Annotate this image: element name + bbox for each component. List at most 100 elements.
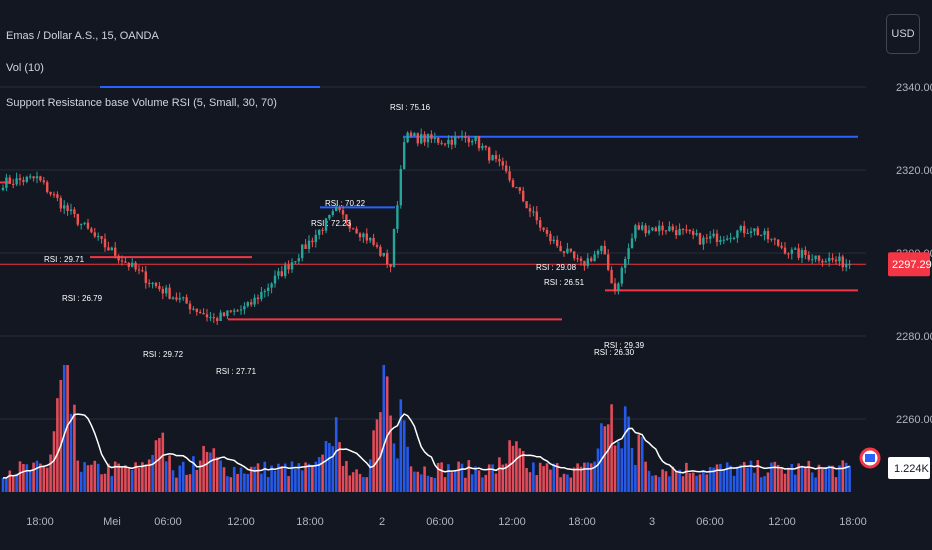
candle-body: [593, 254, 596, 262]
candle-body: [338, 207, 341, 211]
volume-bar: [11, 476, 15, 492]
candle-body: [175, 297, 178, 300]
candle-body: [848, 264, 851, 266]
candle-body: [168, 287, 171, 299]
volume-bar: [331, 446, 335, 492]
volume-bar: [630, 447, 634, 492]
candle-body: [467, 137, 470, 143]
volume-bar: [586, 462, 590, 492]
candle-body: [114, 247, 117, 256]
candle-body: [236, 310, 239, 312]
volume-bar: [827, 465, 831, 492]
currency-button[interactable]: USD: [886, 14, 920, 54]
time-tick-label: 18:00: [839, 516, 867, 528]
candle-body: [811, 259, 814, 261]
volume-bar: [56, 398, 59, 492]
candle-body: [396, 205, 399, 230]
candle-body: [103, 238, 107, 248]
volume-bar: [120, 466, 124, 492]
candle-body: [760, 234, 763, 236]
candle-body: [722, 239, 725, 241]
volume-bar: [661, 469, 664, 492]
volume-bar: [311, 464, 314, 492]
candle-body: [137, 269, 141, 271]
time-tick-label: 18:00: [26, 516, 54, 528]
volume-bar: [566, 474, 569, 492]
candle-body: [229, 310, 232, 312]
candle-body: [185, 297, 188, 304]
candle-body: [56, 194, 59, 198]
volume-bar: [416, 471, 420, 492]
candle-body: [158, 286, 161, 290]
volume-bar: [572, 467, 576, 492]
volume-ma-line: [3, 413, 850, 479]
candle-body: [83, 222, 86, 224]
volume-bar: [141, 462, 144, 492]
time-tick-label: 06:00: [426, 516, 454, 528]
candle-body: [525, 201, 528, 209]
candle-body: [120, 260, 124, 262]
volume-bar: [698, 474, 702, 492]
volume-bar: [375, 419, 379, 492]
candle-body: [73, 209, 76, 214]
candle-body: [406, 132, 409, 143]
volume-bar: [491, 464, 494, 492]
candle-body: [46, 182, 49, 192]
time-tick-label: 06:00: [154, 516, 182, 528]
candle-body: [664, 230, 668, 232]
legend-title[interactable]: Emas / Dollar A.S., 15, OANDA: [6, 30, 159, 42]
volume-bar: [725, 462, 729, 492]
candle-body: [399, 169, 402, 206]
candle-body: [49, 191, 52, 195]
volume-bar: [83, 462, 86, 492]
volume-bar: [49, 454, 52, 492]
volume-bar: [372, 430, 375, 492]
candle-body: [42, 180, 45, 183]
volume-bar: [5, 477, 8, 492]
volume-bar: [532, 462, 535, 492]
volume-bar: [844, 462, 848, 492]
volume-bar: [549, 469, 552, 492]
candle-body: [423, 134, 426, 143]
volume-bar: [328, 443, 331, 492]
volume-bar: [110, 476, 114, 492]
candle-body: [69, 209, 73, 212]
volume-bar: [552, 463, 556, 492]
candle-body: [195, 308, 198, 312]
legend-volume[interactable]: Vol (10): [6, 62, 44, 74]
volume-bar: [504, 463, 508, 492]
candle-body: [794, 248, 797, 250]
candle-body: [127, 262, 130, 267]
volume-bar: [355, 469, 358, 492]
volume-bar: [467, 460, 471, 492]
volume-bar: [753, 472, 756, 492]
volume-bar: [508, 440, 511, 492]
candle-body: [161, 289, 164, 294]
candle-body: [389, 264, 392, 267]
candle-body: [22, 180, 25, 182]
candle-body: [515, 187, 518, 189]
volume-bars: [1, 365, 851, 492]
candle-body: [658, 225, 661, 232]
candle-body: [328, 215, 331, 219]
volume-bar: [732, 475, 736, 492]
candle-body: [481, 145, 484, 149]
volume-bar: [705, 474, 709, 492]
legend-indicator[interactable]: Support Resistance base Volume RSI (5, S…: [6, 97, 277, 109]
volume-bar: [474, 466, 477, 492]
volume-bar: [181, 461, 185, 492]
candle-body: [535, 211, 538, 221]
volume-bar: [219, 460, 222, 492]
candle-body: [491, 155, 494, 161]
volume-bar: [719, 463, 722, 492]
volume-bar: [583, 462, 586, 492]
candle-body: [661, 225, 664, 231]
candle-body: [110, 247, 113, 251]
candle-body: [216, 318, 219, 322]
candle-body: [678, 228, 681, 236]
candle-body: [8, 177, 11, 184]
candle-body: [719, 240, 722, 242]
volume-bar: [175, 477, 178, 492]
candle-body: [35, 176, 39, 179]
